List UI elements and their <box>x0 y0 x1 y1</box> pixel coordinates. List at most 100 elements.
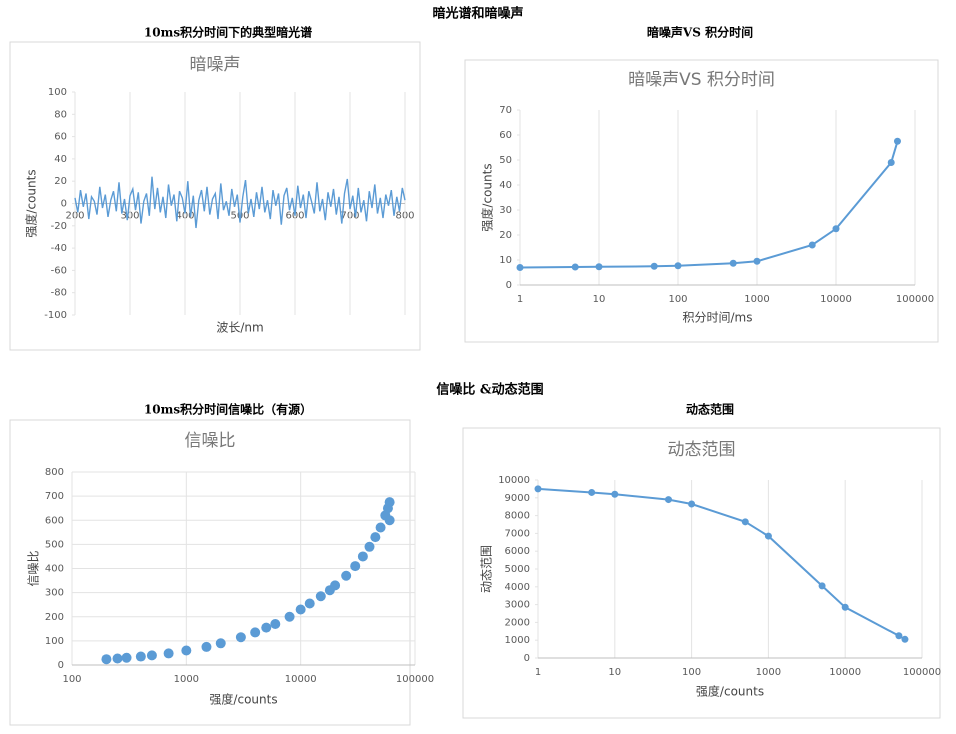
y-tick-label: 50 <box>499 155 512 166</box>
x-tick-label: 10000 <box>820 294 852 305</box>
x-axis-label: 积分时间/ms <box>683 311 753 325</box>
y-tick-label: -60 <box>51 265 67 276</box>
chart-frame <box>9 41 421 351</box>
point <box>270 618 281 629</box>
y-tick-label: 800 <box>45 467 64 478</box>
point <box>121 652 132 663</box>
y-tick-label: 100 <box>48 87 67 98</box>
y-tick-label: -80 <box>51 288 67 299</box>
point <box>304 598 315 609</box>
point <box>357 551 368 562</box>
point <box>201 641 212 652</box>
x-tick-label: 100 <box>62 674 81 685</box>
section-title: 暗光谱和暗噪声 <box>432 6 523 22</box>
y-tick-label: 40 <box>54 154 67 165</box>
y-tick-label: -40 <box>51 243 67 254</box>
chart-title: 暗噪声VS 积分时间 <box>628 70 775 90</box>
x-tick-label: 100 <box>668 294 687 305</box>
y-tick-label: 0 <box>58 660 64 671</box>
x-axis-label: 强度/counts <box>696 684 764 699</box>
chart-frame <box>9 419 411 726</box>
line <box>537 487 906 641</box>
chart-heading: 暗噪声VS 积分时间 <box>647 25 753 40</box>
marker <box>650 262 658 270</box>
y-axis-label: 强度/counts <box>480 163 495 231</box>
y-tick-label: 5000 <box>505 564 530 575</box>
y-tick-label: 10000 <box>498 475 530 486</box>
point <box>295 604 306 615</box>
x-tick-label: 10000 <box>285 674 317 685</box>
point <box>261 622 272 633</box>
marker <box>753 257 761 265</box>
chart-title: 动态范围 <box>668 440 736 460</box>
y-tick-label: 200 <box>45 612 64 623</box>
point <box>101 654 112 665</box>
point <box>384 515 395 526</box>
point <box>370 532 381 543</box>
chart-heading: 动态范围 <box>686 402 734 417</box>
marker <box>841 603 849 611</box>
marker <box>741 518 749 526</box>
point <box>135 651 146 662</box>
y-tick-label: 300 <box>45 588 64 599</box>
point <box>375 522 386 533</box>
marker <box>571 263 579 271</box>
y-tick-label: 4000 <box>505 582 530 593</box>
point <box>330 580 341 591</box>
marker <box>516 264 524 271</box>
y-tick-label: 2000 <box>505 617 530 628</box>
y-tick-label: 9000 <box>505 493 530 504</box>
point <box>284 611 295 622</box>
chart-frame <box>464 59 939 343</box>
marker <box>611 490 619 498</box>
marker <box>901 635 909 643</box>
marker <box>588 488 596 496</box>
x-tick-label: 100000 <box>396 674 434 685</box>
x-tick-label: 1 <box>535 667 541 678</box>
chart-title: 暗噪声 <box>190 55 241 75</box>
y-axis-label: 强度/counts <box>24 169 39 237</box>
y-tick-label: -100 <box>44 310 67 321</box>
marker <box>664 496 672 504</box>
chart-heading: 10ms积分时间信噪比（有源） <box>144 402 312 417</box>
y-tick-label: 70 <box>499 105 512 116</box>
y-tick-label: 500 <box>45 539 64 550</box>
y-tick-label: 100 <box>45 636 64 647</box>
y-tick-label: 60 <box>499 130 512 141</box>
line <box>74 176 406 229</box>
marker <box>764 532 772 540</box>
point <box>315 591 326 602</box>
marker <box>595 263 603 271</box>
point <box>384 497 395 508</box>
x-tick-label: 1000 <box>174 674 199 685</box>
x-tick-label: 10 <box>593 294 606 305</box>
chart-frame <box>462 427 941 719</box>
y-tick-label: 60 <box>54 132 67 143</box>
x-tick-label: 10 <box>608 667 621 678</box>
point <box>215 638 226 649</box>
y-tick-label: 80 <box>54 109 67 120</box>
y-tick-label: 6000 <box>505 546 530 557</box>
point <box>112 653 123 664</box>
point <box>350 561 361 572</box>
point <box>364 541 375 552</box>
marker <box>674 262 682 270</box>
point <box>146 650 157 661</box>
x-tick-label: 10000 <box>829 667 861 678</box>
y-tick-label: 0 <box>524 653 530 664</box>
y-tick-label: 20 <box>499 230 512 241</box>
y-tick-label: 1000 <box>505 635 530 646</box>
marker <box>818 582 826 590</box>
x-tick-label: 100000 <box>896 294 934 305</box>
y-tick-label: 3000 <box>505 600 530 611</box>
y-tick-label: 0 <box>506 280 512 291</box>
y-tick-label: 40 <box>499 180 512 191</box>
y-tick-label: 7000 <box>505 528 530 539</box>
marker <box>893 137 901 145</box>
y-tick-label: 8000 <box>505 511 530 522</box>
y-tick-label: 400 <box>45 564 64 575</box>
y-axis-label: 动态范围 <box>480 545 494 593</box>
x-axis-label: 强度/counts <box>209 692 277 707</box>
marker <box>832 225 840 233</box>
